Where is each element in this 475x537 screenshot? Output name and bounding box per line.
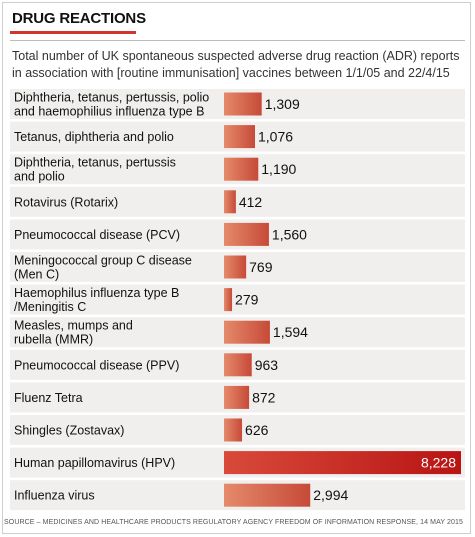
value-label: 1,309 xyxy=(265,96,300,112)
value-label: 1,076 xyxy=(258,129,293,145)
value-label: 963 xyxy=(255,357,279,373)
value-label: 1,594 xyxy=(273,324,308,340)
value-label: 1,560 xyxy=(272,226,307,242)
bar xyxy=(224,157,259,181)
category-label: Pneumococcal disease (PPV) xyxy=(14,358,179,372)
category-label: Pneumococcal disease (PCV) xyxy=(14,228,180,242)
category-label: Shingles (Zostavax) xyxy=(14,424,124,438)
value-label: 872 xyxy=(252,389,276,405)
value-label: 8,228 xyxy=(421,455,456,471)
chart-title: DRUG REACTIONS xyxy=(12,10,146,27)
category-label: Diphtheria, tetanus, pertussis, polio and… xyxy=(14,91,209,119)
title-accent-rule xyxy=(10,31,136,34)
category-label: Diphtheria, tetanus, pertussis and polio xyxy=(14,156,176,184)
bar xyxy=(224,353,252,377)
bar xyxy=(224,255,247,279)
category-label: Rotavirus (Rotarix) xyxy=(14,195,118,209)
chart-subtitle: Total number of UK spontaneous suspected… xyxy=(12,49,460,80)
row-background xyxy=(10,284,465,315)
value-label: 412 xyxy=(239,194,263,210)
bar xyxy=(224,483,311,507)
category-label: Human papillomavirus (HPV) xyxy=(14,456,175,470)
category-label: Measles, mumps and rubella (MMR) xyxy=(14,319,133,347)
category-label: Influenza virus xyxy=(14,489,95,503)
category-label: Fluenz Tetra xyxy=(14,391,83,405)
bar xyxy=(224,190,236,214)
value-label: 626 xyxy=(245,422,269,438)
category-label: Tetanus, diphtheria and polio xyxy=(14,130,174,144)
value-label: 1,190 xyxy=(261,161,296,177)
bar xyxy=(224,92,262,116)
category-label: Haemophilus influenza type B/Meningitis … xyxy=(14,286,179,314)
bar xyxy=(224,451,461,475)
value-label: 279 xyxy=(235,292,259,308)
bar-chart: Diphtheria, tetanus, pertussis, polio and… xyxy=(10,89,465,511)
source-note: SOURCE – MEDICINES AND HEALTHCARE PRODUC… xyxy=(4,519,463,526)
bar xyxy=(224,125,255,149)
bar xyxy=(224,288,233,312)
bar xyxy=(224,222,269,246)
bar xyxy=(224,418,243,442)
title-divider xyxy=(10,40,465,41)
value-label: 2,994 xyxy=(313,487,348,503)
value-label: 769 xyxy=(249,259,273,275)
category-label: Meningococcal group C disease (Men C) xyxy=(14,254,192,282)
bar xyxy=(224,385,250,409)
bar xyxy=(224,320,270,344)
row-background xyxy=(10,186,465,217)
